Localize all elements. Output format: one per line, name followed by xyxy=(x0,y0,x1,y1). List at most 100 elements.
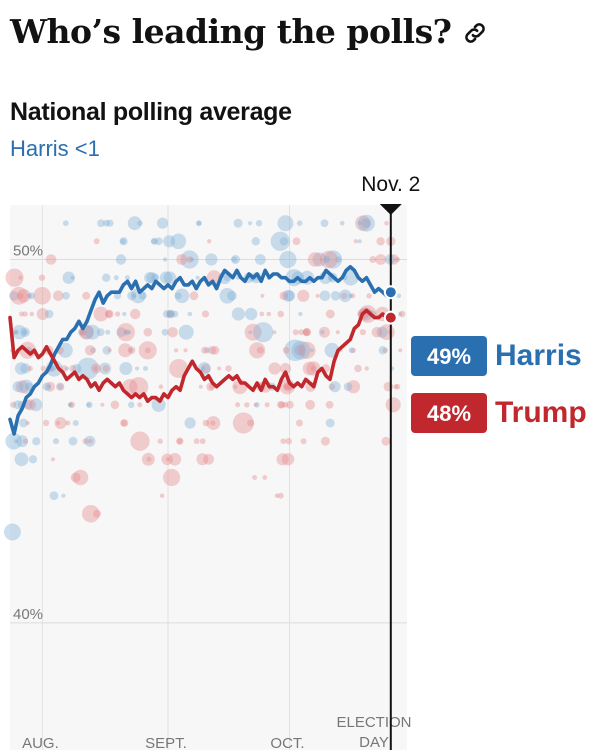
poll-dot xyxy=(376,326,388,338)
poll-dot xyxy=(305,399,316,410)
x-tick-label: AUG. xyxy=(22,735,59,750)
poll-dot xyxy=(167,327,178,338)
poll-dot xyxy=(276,453,289,466)
poll-dot xyxy=(196,220,202,226)
poll-dot xyxy=(176,437,184,445)
poll-dot xyxy=(358,305,377,323)
poll-dot xyxy=(105,329,111,335)
poll-dot xyxy=(120,419,129,427)
poll-dot xyxy=(178,324,194,340)
poll-dot xyxy=(231,256,238,263)
poll-dot xyxy=(33,287,51,305)
poll-dot xyxy=(9,291,19,301)
poll-dot xyxy=(137,402,143,408)
poll-dot xyxy=(318,326,330,338)
poll-dot xyxy=(119,237,128,246)
poll-dot xyxy=(79,328,87,336)
poll-dot xyxy=(274,493,280,499)
poll-dot xyxy=(381,436,391,446)
poll-dot xyxy=(176,438,183,445)
poll-dot xyxy=(32,437,41,446)
poll-dot xyxy=(204,347,211,354)
poll-dot xyxy=(249,342,266,359)
poll-dot xyxy=(195,220,202,227)
poll-dot xyxy=(198,384,203,389)
poll-dot xyxy=(320,219,329,228)
series-line-harris xyxy=(8,264,393,436)
poll-dot xyxy=(320,436,330,446)
poll-dot xyxy=(84,435,96,447)
poll-dot xyxy=(77,328,85,336)
poll-dot xyxy=(174,292,182,300)
poll-dot xyxy=(57,383,64,390)
poll-dot xyxy=(277,310,285,318)
poll-dot xyxy=(97,219,105,228)
poll-dot xyxy=(68,436,78,446)
poll-dot xyxy=(45,381,56,392)
poll-dot xyxy=(135,366,139,371)
poll-dot xyxy=(173,348,179,353)
poll-dot xyxy=(28,455,38,464)
poll-dot xyxy=(180,250,199,269)
poll-dot xyxy=(141,452,155,466)
poll-dot xyxy=(123,330,128,335)
poll-dot xyxy=(298,329,305,336)
poll-dot xyxy=(309,348,314,353)
poll-dot xyxy=(307,252,323,267)
poll-dot xyxy=(176,254,188,265)
poll-dot xyxy=(294,345,306,356)
poll-dot xyxy=(16,435,29,448)
poll-dot xyxy=(366,293,372,299)
poll-dot xyxy=(40,365,47,372)
poll-dot xyxy=(61,493,66,498)
poll-dot xyxy=(232,412,254,434)
series-value-badge xyxy=(411,336,487,376)
poll-dot xyxy=(36,308,49,320)
poll-dot xyxy=(282,346,290,354)
poll-dot xyxy=(398,310,406,318)
poll-dot xyxy=(38,274,46,281)
poll-dot xyxy=(361,218,372,229)
link-icon[interactable] xyxy=(462,15,488,54)
poll-dot xyxy=(364,366,369,371)
poll-dot xyxy=(84,324,100,340)
poll-dot xyxy=(279,250,297,269)
poll-dot xyxy=(161,453,173,466)
poll-dot xyxy=(277,215,294,232)
poll-dot xyxy=(151,397,166,412)
poll-dot xyxy=(343,382,353,392)
poll-dot xyxy=(161,328,169,336)
poll-dot xyxy=(82,505,100,523)
poll-dot xyxy=(171,310,179,318)
poll-dot xyxy=(284,290,296,302)
series-value-badge xyxy=(411,393,487,433)
poll-dot xyxy=(323,250,343,269)
poll-dot xyxy=(174,288,190,304)
poll-dot xyxy=(87,438,93,444)
poll-dot xyxy=(207,346,217,355)
poll-dot xyxy=(282,289,295,302)
poll-dot xyxy=(255,220,263,227)
poll-dot xyxy=(292,329,299,336)
poll-dot xyxy=(319,290,331,302)
poll-dot xyxy=(315,293,320,298)
poll-dot xyxy=(162,257,168,262)
poll-dot xyxy=(144,347,151,354)
poll-dot xyxy=(207,239,212,244)
poll-dot xyxy=(93,238,100,245)
poll-dot xyxy=(56,382,65,391)
poll-dot xyxy=(3,523,21,541)
poll-dot xyxy=(346,380,361,394)
poll-dot xyxy=(157,438,163,444)
poll-dot xyxy=(47,384,52,389)
poll-dot xyxy=(13,330,18,335)
poll-dot xyxy=(252,475,258,480)
poll-dot xyxy=(64,366,70,371)
poll-dot xyxy=(348,293,353,299)
poll-dot xyxy=(201,363,211,374)
poll-dot xyxy=(244,402,250,408)
series-label-harris: 49% Harris xyxy=(411,336,582,376)
poll-dot xyxy=(50,365,56,372)
poll-dot xyxy=(19,379,34,394)
poll-dot xyxy=(297,289,310,302)
